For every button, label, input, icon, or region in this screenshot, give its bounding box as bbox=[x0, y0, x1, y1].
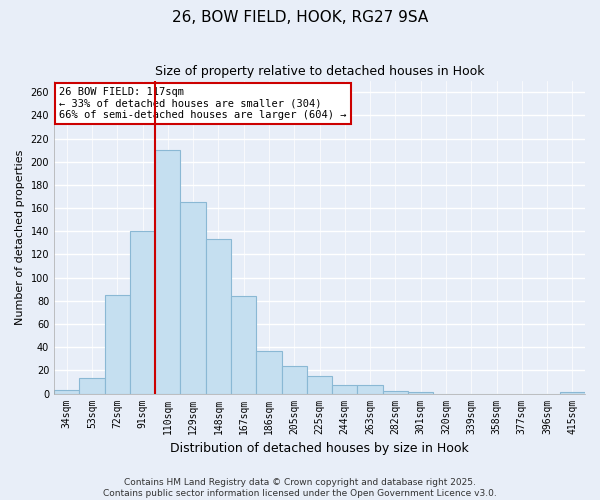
Bar bbox=[560, 392, 585, 394]
X-axis label: Distribution of detached houses by size in Hook: Distribution of detached houses by size … bbox=[170, 442, 469, 455]
Bar bbox=[54, 390, 79, 394]
Bar bbox=[130, 232, 155, 394]
Bar bbox=[307, 376, 332, 394]
Bar bbox=[408, 392, 433, 394]
Text: 26 BOW FIELD: 117sqm
← 33% of detached houses are smaller (304)
66% of semi-deta: 26 BOW FIELD: 117sqm ← 33% of detached h… bbox=[59, 87, 347, 120]
Bar bbox=[181, 202, 206, 394]
Bar bbox=[206, 240, 231, 394]
Text: Contains HM Land Registry data © Crown copyright and database right 2025.
Contai: Contains HM Land Registry data © Crown c… bbox=[103, 478, 497, 498]
Text: 26, BOW FIELD, HOOK, RG27 9SA: 26, BOW FIELD, HOOK, RG27 9SA bbox=[172, 10, 428, 25]
Bar bbox=[256, 350, 281, 394]
Bar bbox=[104, 295, 130, 394]
Bar bbox=[281, 366, 307, 394]
Bar bbox=[79, 378, 104, 394]
Title: Size of property relative to detached houses in Hook: Size of property relative to detached ho… bbox=[155, 65, 484, 78]
Bar bbox=[383, 391, 408, 394]
Bar bbox=[231, 296, 256, 394]
Bar bbox=[332, 386, 358, 394]
Bar bbox=[155, 150, 181, 394]
Bar bbox=[358, 386, 383, 394]
Y-axis label: Number of detached properties: Number of detached properties bbox=[15, 150, 25, 324]
